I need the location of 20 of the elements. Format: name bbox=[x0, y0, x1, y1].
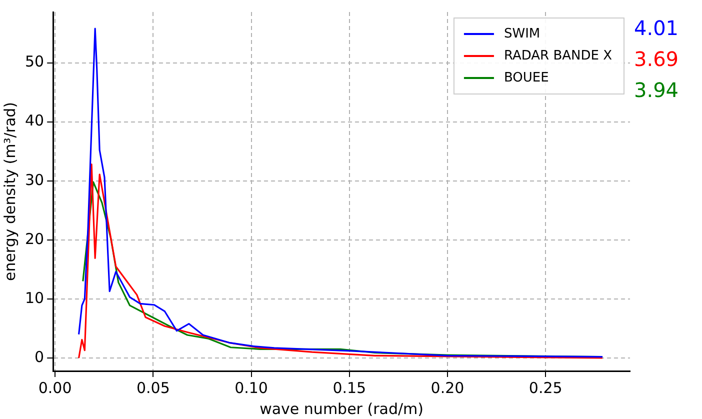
x-axis-title: wave number (rad/m) bbox=[260, 400, 424, 418]
text: 3.69 bbox=[634, 47, 679, 72]
x-tick-label: 0.20 bbox=[430, 378, 464, 397]
y-axis-title: energy density (m³/rad) bbox=[0, 102, 19, 282]
y-tick-label: 50 bbox=[24, 52, 44, 71]
legend-label: BOUEE bbox=[504, 70, 549, 86]
x-tick-label: 0.05 bbox=[136, 378, 170, 397]
x-tick-label: 0.00 bbox=[38, 378, 72, 397]
text: 4.01 bbox=[634, 16, 679, 40]
legend-label: SWIM bbox=[504, 26, 540, 42]
y-tick-label: 20 bbox=[24, 230, 44, 248]
y-tick-label: 30 bbox=[24, 170, 44, 189]
x-tick-label: 0.10 bbox=[234, 378, 268, 397]
x-tick-label: 0.25 bbox=[528, 378, 562, 397]
y-tick-label: 10 bbox=[24, 288, 44, 307]
legend-label: RADAR BANDE X bbox=[504, 48, 612, 64]
y-tick-label: 0 bbox=[34, 348, 44, 366]
x-tick-label: 0.15 bbox=[332, 378, 366, 397]
text: 3.94 bbox=[634, 78, 679, 102]
y-tick-label: 40 bbox=[24, 112, 44, 130]
